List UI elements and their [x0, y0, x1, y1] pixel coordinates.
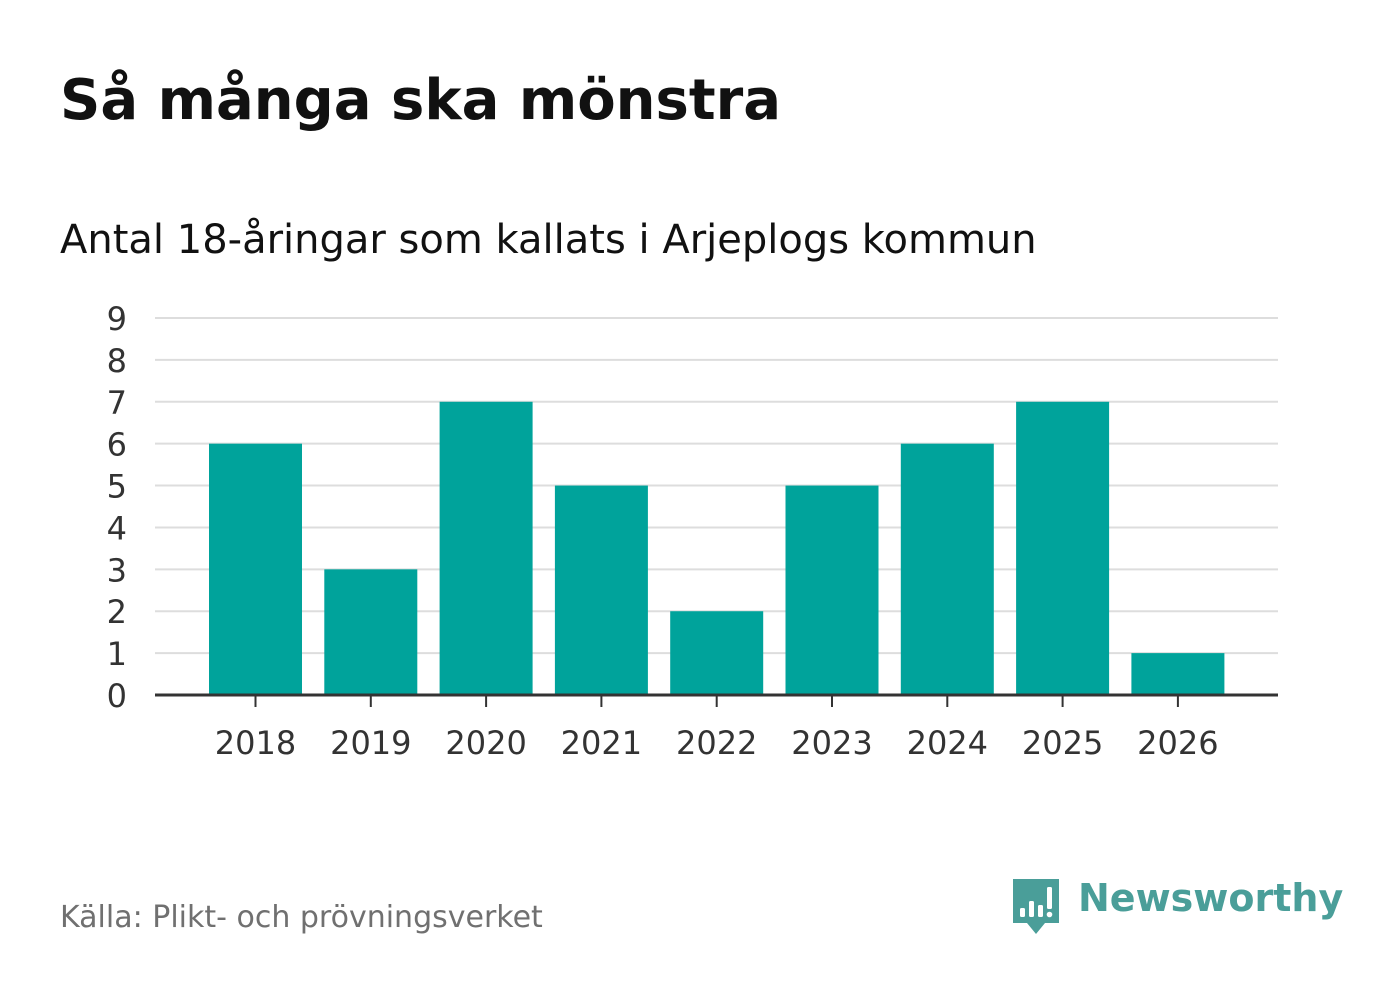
bar-2023: [785, 485, 879, 695]
brand-logo: Newsworthy: [1010, 876, 1343, 940]
bar-2022: [670, 611, 764, 695]
bar-2019: [324, 569, 418, 695]
y-tick-label-0: 0: [107, 677, 127, 715]
x-tick-label-2022: 2022: [676, 724, 757, 762]
y-tick-label-3: 3: [107, 551, 127, 589]
bar-2026: [1131, 653, 1225, 695]
bar-2025: [1016, 401, 1110, 695]
y-tick-label-2: 2: [107, 593, 127, 631]
bar-2024: [900, 443, 994, 695]
x-tick-label-2024: 2024: [907, 724, 988, 762]
y-tick-label-9: 9: [107, 300, 127, 338]
y-tick-label-6: 6: [107, 426, 127, 464]
y-tick-label-1: 1: [107, 635, 127, 673]
source-note: Källa: Plikt- och prövningsverket: [60, 900, 543, 935]
bar-2018: [209, 443, 302, 695]
y-tick-label-8: 8: [107, 342, 127, 380]
x-tick-label-2023: 2023: [791, 724, 872, 762]
x-tick-label-2020: 2020: [445, 724, 526, 762]
chart-title: Så många ska mönstra: [60, 68, 782, 133]
x-tick-label-2025: 2025: [1022, 724, 1103, 762]
x-tick-label-2019: 2019: [330, 724, 411, 762]
bar-chart-speech-bubble-icon: [1013, 879, 1059, 934]
y-tick-label-4: 4: [107, 509, 127, 547]
x-tick-label-2026: 2026: [1137, 724, 1218, 762]
bar-2020: [439, 401, 533, 695]
grid-lines: [155, 317, 1278, 655]
brand-name: Newsworthy: [1078, 876, 1344, 920]
y-tick-label-5: 5: [107, 468, 127, 506]
x-tick-label-2021: 2021: [561, 724, 642, 762]
bars: [209, 401, 1225, 695]
bar-2021: [554, 485, 648, 695]
axes: 0 1 2 3 45 6 7 8 9 2018 2019 2020 2021 2022 2023 2024 20…: [107, 300, 1278, 762]
chart-subtitle: Antal 18-åringar som kallats i Arjeplogs…: [60, 217, 1037, 263]
x-tick-label-2018: 2018: [215, 724, 296, 762]
y-tick-label-7: 7: [107, 384, 127, 422]
